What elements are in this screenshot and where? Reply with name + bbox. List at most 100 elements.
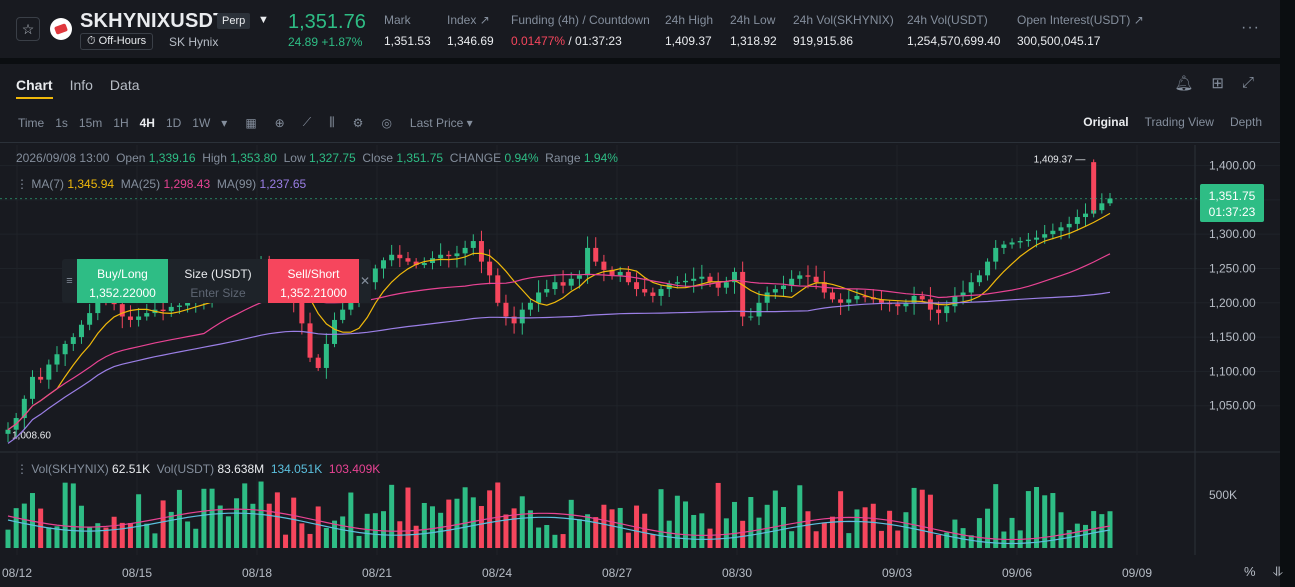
interval-1s[interactable]: 1s — [55, 115, 68, 130]
vol-usdt-value: 83.638M — [217, 462, 265, 476]
stat-label: Funding (4h) / Countdown — [511, 13, 650, 27]
candle — [413, 261, 419, 266]
candle — [1091, 162, 1097, 211]
chevron-down-icon[interactable]: ▼ — [258, 14, 269, 26]
calendar-icon[interactable]: ▦ — [245, 115, 257, 130]
bell-icon[interactable]: 🔔︎ — [1174, 75, 1194, 92]
candle — [976, 275, 982, 283]
candle — [683, 280, 689, 283]
volume-bar — [568, 499, 574, 548]
tab-data[interactable]: Data — [109, 77, 140, 93]
candle — [340, 309, 346, 320]
volume-bar — [601, 504, 607, 548]
candle — [593, 247, 599, 262]
size-input[interactable]: Size (USDT) Enter Size — [168, 259, 268, 303]
candle — [380, 260, 386, 269]
x-axis-tick: 09/03 — [882, 566, 912, 580]
buy-long-button[interactable]: Buy/Long 1,352.22000 — [77, 259, 168, 303]
stat-open-interest[interactable]: Open Interest(USDT) ↗ 300,500,045.17 — [1017, 13, 1144, 48]
sell-price: 1,352.21000 — [280, 286, 347, 300]
candle — [307, 323, 313, 358]
change-label: CHANGE — [449, 151, 502, 165]
volume-ma1-line — [7, 512, 1111, 545]
expand-icon[interactable]: ⤢ — [1241, 74, 1254, 91]
candle — [560, 282, 566, 286]
percent-toggle[interactable]: % — [1243, 564, 1256, 579]
candle — [895, 304, 901, 307]
volume-ma2-line — [7, 508, 1111, 541]
candle — [38, 376, 44, 380]
chevron-down-icon[interactable]: ▾ — [221, 115, 228, 130]
volume-bar — [976, 518, 982, 548]
x-axis-tick: 08/18 — [242, 566, 272, 580]
drag-handle-icon[interactable]: ≡ — [66, 275, 73, 287]
volume-bar — [862, 507, 868, 548]
interval-1d[interactable]: 1D — [165, 115, 182, 130]
view-original[interactable]: Original — [1083, 115, 1129, 129]
settings-icon[interactable]: ⚙ — [352, 115, 364, 130]
volume-bar — [536, 527, 542, 548]
candle — [576, 275, 582, 279]
stat-label: Mark — [384, 13, 411, 27]
indicator-icon[interactable]: ⟋ — [302, 115, 312, 129]
volume-bar — [715, 482, 721, 548]
volume-bar — [511, 508, 517, 548]
stat-funding: Funding (4h) / Countdown 0.01477% / 01:37… — [511, 13, 650, 48]
view-depth[interactable]: Depth — [1229, 115, 1262, 129]
interval-time[interactable]: Time — [18, 115, 45, 130]
close-icon[interactable]: ✕ — [359, 274, 371, 288]
candle — [454, 253, 460, 257]
volume-bar — [291, 497, 297, 548]
volume-bar — [642, 513, 648, 548]
more-dots-icon[interactable]: ··· — [1241, 19, 1260, 36]
star-icon[interactable]: ☆ — [16, 17, 40, 41]
volume-bar — [429, 506, 435, 548]
volume-bar — [748, 497, 754, 548]
sell-short-button[interactable]: Sell/Short 1,352.21000 — [268, 259, 359, 303]
view-trading-view[interactable]: Trading View — [1144, 115, 1214, 129]
candle — [1074, 217, 1080, 224]
candle — [1066, 223, 1072, 228]
ma99-label: MA(99) — [216, 177, 257, 191]
interval-15m[interactable]: 15m — [78, 115, 103, 130]
candle — [952, 295, 958, 307]
candle — [397, 254, 403, 259]
candle — [658, 289, 664, 296]
candle — [160, 309, 166, 312]
volume-bar — [609, 509, 615, 548]
buy-price: 1,352.22000 — [89, 286, 156, 300]
candle — [519, 309, 525, 324]
ma7-label: MA(7) — [31, 177, 65, 191]
low-label: Low — [283, 151, 306, 165]
stat-mark: Mark 1,351.53 — [384, 13, 431, 48]
perp-badge: Perp — [217, 13, 251, 29]
tab-info[interactable]: Info — [69, 77, 93, 93]
candle-type-icon[interactable]: ⫼ — [329, 115, 335, 129]
volume-bar — [127, 523, 133, 548]
price-type-select[interactable]: Last Price ▾ — [409, 115, 473, 130]
tab-chart[interactable]: Chart — [16, 77, 53, 99]
layout-icon[interactable]: ⊞ — [1211, 75, 1224, 92]
symbol-title[interactable]: SKHYNIXUSDT — [80, 10, 226, 32]
interval-1w[interactable]: 1W — [192, 115, 211, 130]
x-axis-tick: 08/24 — [482, 566, 512, 580]
off-hours-badge[interactable]: ⏱ Off-Hours — [80, 33, 154, 50]
interval-4h[interactable]: 4H — [139, 115, 155, 130]
x-axis-tick: 09/06 — [1002, 566, 1032, 580]
chart-bottom-controls: % ⥥ — [1244, 564, 1283, 580]
candle — [927, 299, 933, 310]
low-marker: 1,008.60 — [12, 431, 51, 442]
chart-tabs: Chart Info Data — [16, 77, 140, 99]
volume-axis-tick: 500K — [1209, 488, 1237, 502]
stat-value: 1,318.92 — [730, 34, 777, 48]
candle — [527, 302, 533, 310]
volume-bar — [389, 484, 395, 548]
volume-bar — [968, 535, 974, 548]
fit-icon[interactable]: ⥥ — [1273, 564, 1283, 579]
compare-icon[interactable]: ◎ — [381, 115, 392, 130]
volume-bar — [274, 492, 280, 548]
interval-1h[interactable]: 1H — [113, 115, 129, 130]
candle — [1017, 241, 1023, 243]
add-indicator-icon[interactable]: ⊕ — [274, 115, 285, 130]
stat-index[interactable]: Index ↗ 1,346.69 — [447, 13, 494, 48]
